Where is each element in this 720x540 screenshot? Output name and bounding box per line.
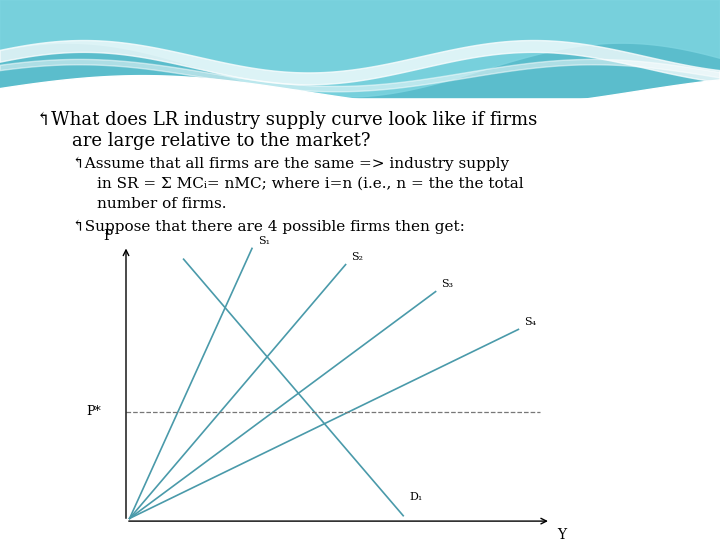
Text: ↰What does LR industry supply curve look like if firms: ↰What does LR industry supply curve look… bbox=[36, 111, 537, 129]
Text: number of firms.: number of firms. bbox=[97, 197, 227, 211]
Text: ↰Assume that all firms are the same => industry supply: ↰Assume that all firms are the same => i… bbox=[72, 157, 509, 171]
Text: P: P bbox=[104, 229, 112, 243]
Text: ↰Suppose that there are 4 possible firms then get:: ↰Suppose that there are 4 possible firms… bbox=[72, 219, 465, 234]
Text: S₄: S₄ bbox=[524, 316, 536, 327]
Text: in SR = Σ MCᵢ= nMC; where i=n (i.e., n = the the total: in SR = Σ MCᵢ= nMC; where i=n (i.e., n =… bbox=[97, 177, 524, 191]
Text: S₂: S₂ bbox=[351, 252, 364, 262]
Text: P*: P* bbox=[86, 405, 101, 418]
Text: S₃: S₃ bbox=[441, 279, 454, 289]
Text: D₁: D₁ bbox=[409, 492, 422, 502]
Text: are large relative to the market?: are large relative to the market? bbox=[72, 132, 371, 150]
Text: Y: Y bbox=[557, 528, 566, 540]
Text: S₁: S₁ bbox=[258, 235, 270, 246]
